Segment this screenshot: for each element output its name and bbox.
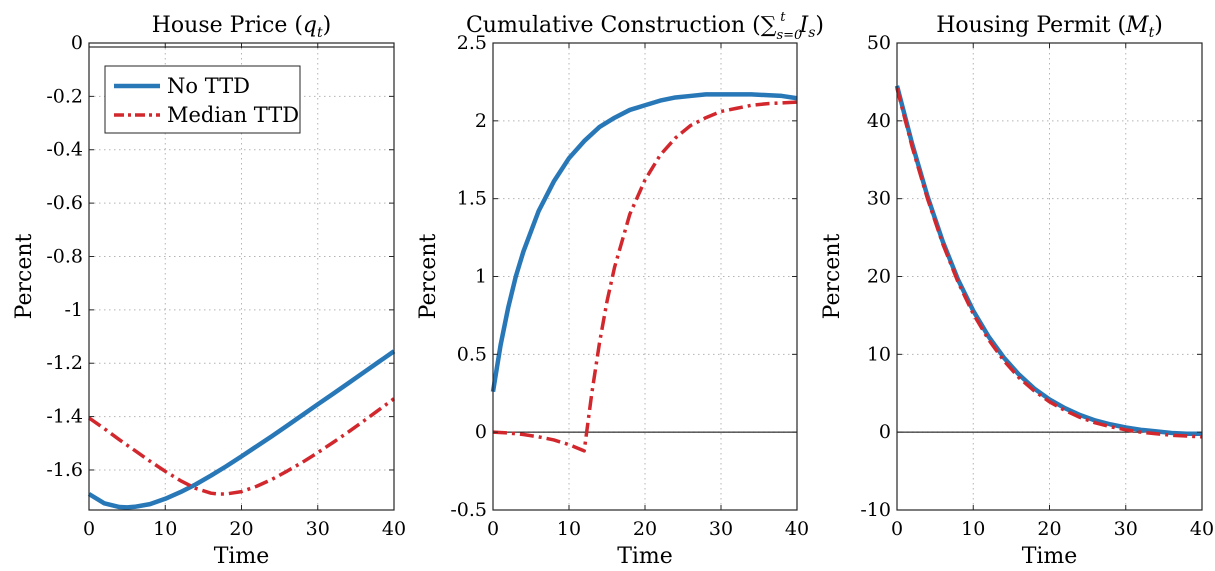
- x-tick-label: 10: [961, 518, 985, 540]
- y-tick-label: 0: [71, 32, 83, 54]
- y-tick-label: 0: [475, 421, 487, 443]
- y-tick-label: 20: [867, 266, 891, 288]
- y-axis-label: Percent: [12, 233, 37, 319]
- legend-box: [104, 65, 301, 134]
- series-line-no-ttd: [490, 92, 798, 393]
- y-tick-label: -0.4: [46, 139, 83, 161]
- panel-housing-permit: 0 10 20 30 40-1001020304050TimePercentHousin…: [820, 13, 1214, 569]
- chart-title: House Price (qt): [152, 13, 332, 41]
- y-tick-label: -1.6: [46, 459, 83, 481]
- series-line-median-ttd: [87, 397, 396, 496]
- series-line-no-ttd: [87, 349, 396, 510]
- legend-entry: Median TTD: [167, 103, 299, 127]
- x-tick-label: 30: [709, 518, 733, 540]
- y-tick-label: -1.4: [46, 406, 83, 428]
- chart-title: Housing Permit (Mt): [936, 13, 1163, 41]
- y-tick-label: -0.5: [450, 499, 487, 521]
- y-tick-label: 1: [475, 266, 487, 288]
- y-tick-label: 40: [867, 110, 891, 132]
- x-tick-label: 30: [1114, 518, 1138, 540]
- x-tick-label: 0: [487, 518, 499, 540]
- y-tick-label: -10: [860, 499, 891, 521]
- y-tick-label: 1.5: [457, 188, 487, 210]
- y-tick-label: 2.5: [457, 32, 487, 54]
- x-tick-label: 10: [557, 518, 581, 540]
- legend: No TTD Median TTD: [104, 65, 301, 134]
- y-axis-label: Percent: [820, 233, 845, 319]
- x-tick-label: 10: [153, 518, 177, 540]
- x-tick-label: 30: [306, 518, 330, 540]
- x-tick-label: 20: [229, 518, 253, 540]
- y-tick-label: 0: [879, 421, 891, 443]
- panel-house-price: 0 10 20 30 40 0 -0.2 -0.4 -0.6 -0.8 -1 -1.2 -1.4 -1.6…: [12, 13, 406, 569]
- y-tick-label: -1: [64, 299, 83, 321]
- y-tick-label: 50: [867, 32, 891, 54]
- y-tick-label: -0.6: [46, 192, 83, 214]
- x-tick-label: 20: [633, 518, 657, 540]
- y-tick-label: 30: [867, 188, 891, 210]
- legend-entry: No TTD: [167, 74, 250, 98]
- panel-cumulative-construction: 0 10 20 30 40-0.500.511.522.5TimePercentCumu…: [416, 10, 824, 569]
- x-tick-label: 40: [1190, 518, 1214, 540]
- series-line-median-ttd: [492, 100, 798, 453]
- y-tick-label: 0.5: [457, 343, 487, 365]
- y-tick-label: -0.8: [46, 245, 83, 267]
- x-tick-label: 40: [785, 518, 809, 540]
- series-line-median-ttd: [895, 87, 1203, 439]
- x-tick-label: 20: [1037, 518, 1061, 540]
- x-tick-label: 0: [83, 518, 95, 540]
- y-tick-label: 10: [867, 343, 891, 365]
- y-tick-label: -1.2: [46, 352, 83, 374]
- x-axis-label: Time: [1022, 544, 1078, 569]
- y-axis-label: Percent: [416, 233, 441, 319]
- x-axis-label: Time: [214, 544, 270, 569]
- series-line-no-ttd: [894, 85, 1202, 436]
- chart-title: Cumulative Construction (∑s=0t Is): [466, 10, 824, 43]
- x-tick-label: 0: [891, 518, 903, 540]
- y-tick-label: -0.2: [46, 85, 83, 107]
- x-tick-label: 40: [382, 518, 406, 540]
- x-axis-label: Time: [617, 544, 673, 569]
- y-tick-label: 2: [475, 110, 487, 132]
